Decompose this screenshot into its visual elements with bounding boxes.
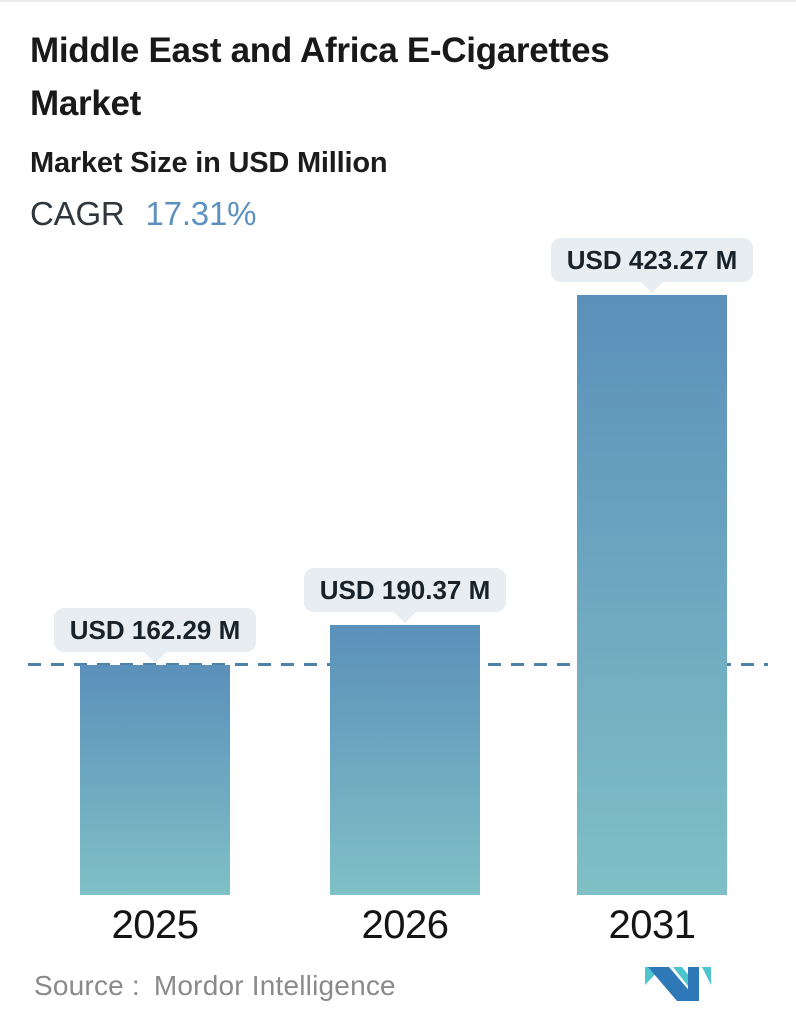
value-callout-label: USD 190.37 M [319, 574, 491, 605]
source-line: Source : Mordor Intelligence [34, 970, 396, 1002]
value-callout-2026: USD 190.37 M [303, 567, 507, 612]
value-callout-2031: USD 423.27 M [550, 237, 754, 282]
value-callout-2025: USD 162.29 M [53, 607, 257, 652]
x-axis-label-2031: 2031 [608, 903, 696, 947]
bar-group-2031: USD 423.27 M 2031 [550, 237, 754, 947]
bar-group-2026: USD 190.37 M 2026 [303, 567, 507, 947]
chart-footer: Source : Mordor Intelligence [0, 964, 796, 1034]
page-title-line-2: Market [30, 84, 142, 123]
bar-2031 [577, 295, 727, 895]
source-value: Mordor Intelligence [153, 970, 396, 1001]
page-title-line-1: Middle East and Africa E-Cigarettes [30, 31, 610, 70]
bar-group-2025: USD 162.29 M 2025 [53, 607, 257, 947]
x-axis-label-2025: 2025 [111, 903, 199, 947]
cagr-label: CAGR [30, 195, 125, 232]
cagr-value: 17.31% [145, 195, 257, 232]
x-axis-label-2026: 2026 [361, 903, 449, 947]
chart-subtitle: Market Size in USD Million [30, 147, 388, 179]
bar-chart: USD 162.29 M 2025 USD 190.37 M 2026 USD … [0, 2, 796, 947]
source-label: Source : [34, 970, 140, 1001]
cagr-row: CAGR 17.31% [30, 195, 776, 233]
value-callout-label: USD 423.27 M [566, 244, 738, 275]
bar-2026 [330, 625, 480, 895]
mordor-intelligence-logo-icon [645, 967, 711, 1001]
value-callout-label: USD 162.29 M [69, 614, 241, 645]
bar-2025 [80, 665, 230, 895]
chart-header: Middle East and Africa E-Cigarettes Mark… [30, 24, 776, 233]
